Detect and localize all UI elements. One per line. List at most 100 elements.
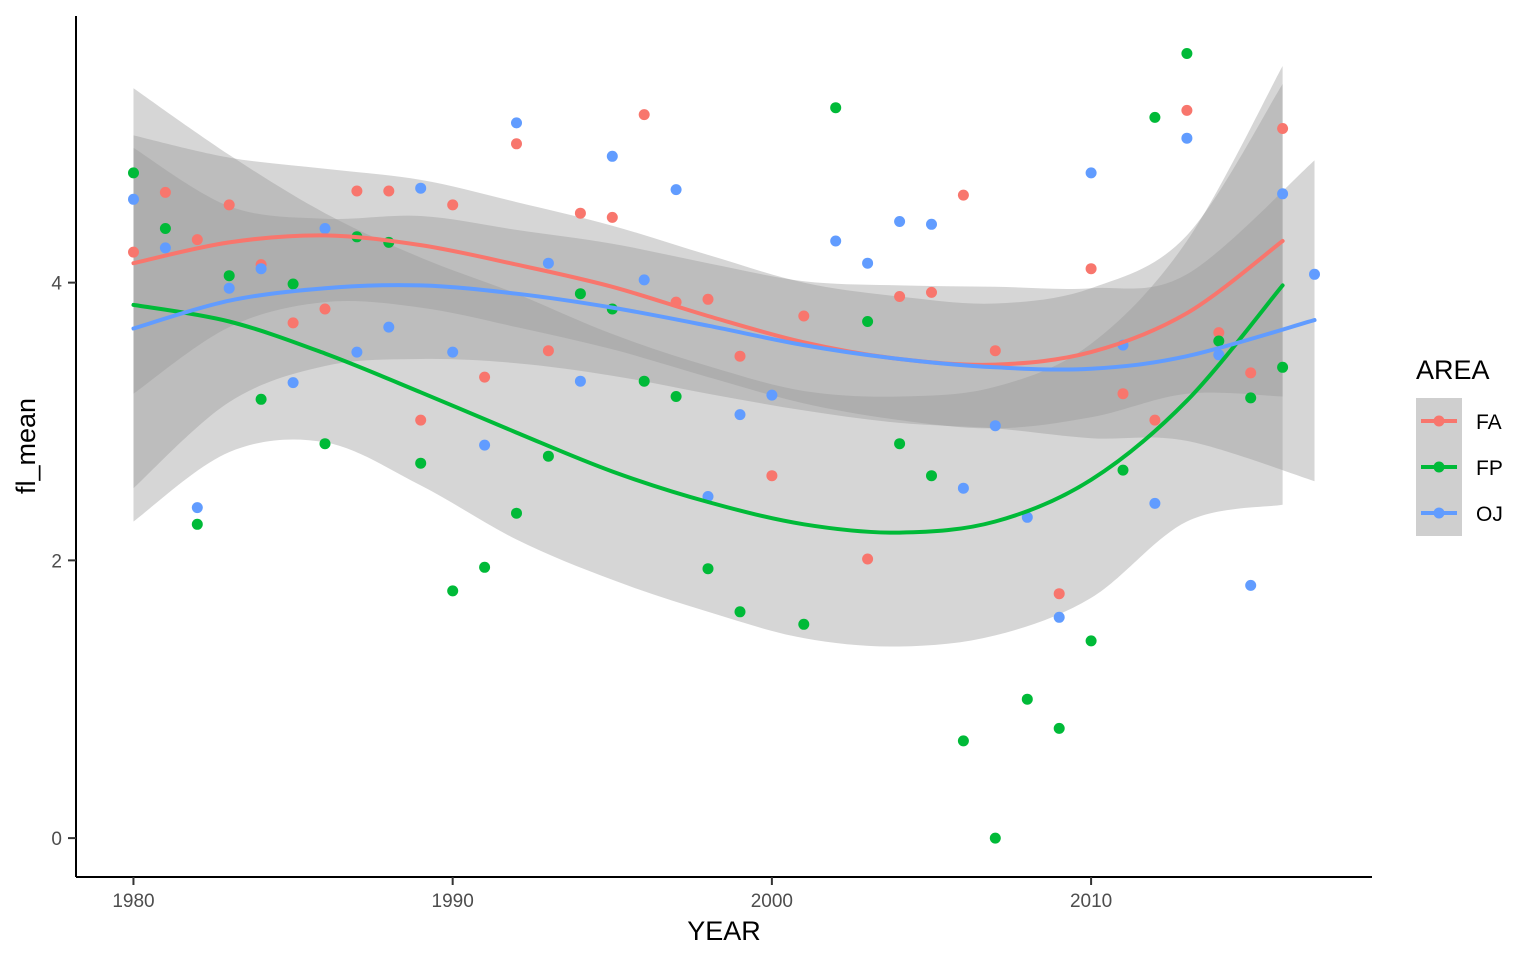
point-oj [1149,497,1161,509]
y-axis-ticks: 0 2 4 [51,274,76,850]
point-fp [957,735,969,747]
confidence-band-oj [133,147,1315,489]
point-fa [1245,367,1257,379]
point-fp [191,518,203,530]
point-fp [287,278,299,290]
point-fp [447,585,459,597]
point-fa [319,303,331,315]
point-fa [702,293,714,305]
point-fa [479,371,491,383]
legend-title: AREA [1416,355,1490,385]
point-oj [383,321,395,333]
point-oj [1245,579,1257,591]
point-fa [734,350,746,362]
x-tick-label: 1980 [112,891,154,912]
point-fa [542,345,554,357]
point-oj [734,409,746,421]
point-fa [1213,327,1225,339]
point-oj [255,263,267,275]
point-fp [638,375,650,387]
point-fa [766,470,778,482]
point-fa [957,189,969,201]
point-oj [894,216,906,227]
point-fa [159,186,171,198]
legend-label-oj: OJ [1476,503,1503,526]
point-oj [319,223,331,234]
point-oj [1181,132,1193,144]
legend-key-point-fa [1433,415,1445,427]
axes: 1980 1990 2000 2010 0 2 4 [51,16,1372,912]
point-oj [415,182,427,194]
point-fp [1053,722,1065,734]
x-axis-title: YEAR [687,916,761,946]
point-oj [447,346,459,358]
legend-label-fp: FP [1476,457,1503,480]
point-fa [862,553,874,565]
point-fa [191,234,203,246]
point-fp [989,832,1001,844]
point-fp [894,438,906,450]
point-oj [1309,268,1320,280]
point-oj [511,117,522,129]
point-oj [287,377,299,389]
point-oj [670,184,682,196]
smooth-line-fa [131,233,1285,367]
legend-items: FA FP OJ [1416,398,1503,536]
y-tick-label: 0 [51,829,62,850]
point-fp [159,223,171,234]
point-fp [670,391,682,402]
point-oj [542,257,554,269]
confidence-band-fa [133,84,1283,429]
point-fp [542,450,554,462]
point-fp [830,102,842,114]
confidence-band-fp [133,66,1283,647]
scatter-points [128,48,1320,844]
point-fa [1085,263,1097,275]
point-oj [1277,188,1289,200]
point-oj [989,420,1001,432]
point-oj [574,375,586,387]
point-fa [1053,588,1065,600]
x-tick-label: 2000 [751,891,793,912]
point-fp [798,618,810,630]
x-axis-ticks: 1980 1990 2000 2010 [112,877,1112,912]
point-fp [511,507,522,519]
point-fp [128,167,139,179]
point-fa [989,345,1001,357]
point-fp [574,288,586,300]
point-fa [447,199,459,211]
point-oj [606,150,618,162]
legend-label-fa: FA [1476,411,1502,434]
point-fa [606,211,618,223]
point-fa [798,310,810,322]
point-fa [383,185,395,197]
point-fp [702,563,714,575]
smooth-line-fp [131,283,1285,535]
point-fp [1213,335,1225,347]
point-fa [1277,123,1289,134]
point-oj [1021,511,1033,523]
point-oj [159,242,171,254]
point-fp [734,606,746,618]
point-oj [957,482,969,494]
point-oj [1053,611,1065,623]
point-oj [351,346,363,358]
point-oj [638,274,650,286]
y-tick-label: 2 [51,551,62,572]
point-oj [862,257,874,269]
point-oj [479,439,491,451]
x-tick-label: 1990 [432,891,474,912]
point-oj [128,193,139,205]
confidence-bands [133,66,1315,647]
point-fp [926,470,937,482]
point-oj [191,502,203,514]
point-fp [1117,464,1129,476]
y-tick-label: 4 [51,274,62,295]
point-fp [255,393,267,405]
x-tick-label: 2010 [1070,891,1112,912]
smooth-line-oj [131,283,1317,372]
point-fa [574,207,586,219]
point-fp [1181,48,1193,59]
